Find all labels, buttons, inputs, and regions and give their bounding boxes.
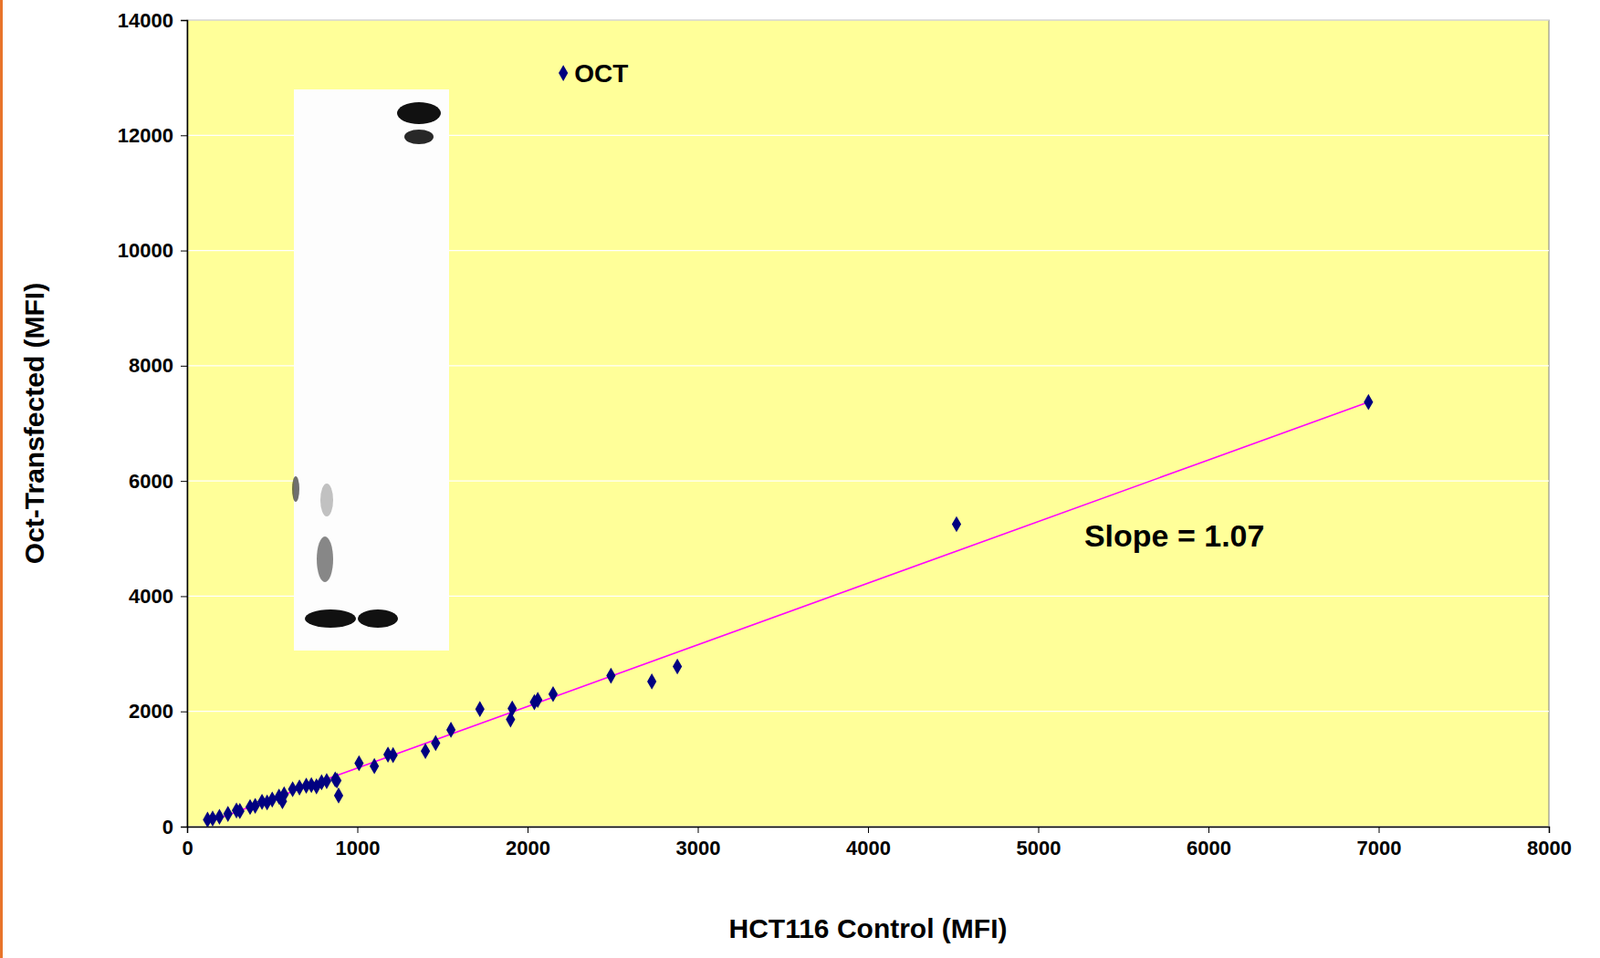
point	[475, 700, 485, 718]
tick: 7000	[1357, 826, 1402, 860]
plot: 0 1000 2000 3000 4000 5000 6000 7000 8000 0 2000 40…	[117, 9, 1572, 860]
tick: 4000	[846, 826, 891, 860]
tick-mark	[180, 20, 188, 21]
inset-background	[293, 89, 450, 651]
grid-line	[187, 19, 1549, 21]
tick-label: 4000	[846, 836, 891, 860]
point	[548, 686, 558, 703]
grid-line	[187, 711, 1549, 712]
inset-band	[316, 536, 334, 583]
point	[322, 773, 332, 790]
tick-mark	[1379, 826, 1381, 834]
point	[267, 791, 277, 808]
point	[332, 773, 342, 790]
tick: 8000	[128, 354, 188, 377]
axis-line	[180, 20, 189, 828]
point	[507, 700, 517, 718]
tick: 2000	[128, 700, 188, 723]
point	[354, 755, 364, 773]
grid	[187, 20, 1549, 827]
edge-bar	[0, 0, 3, 958]
point	[672, 658, 682, 676]
tick-mark	[1548, 826, 1550, 834]
tick: 6000	[1186, 826, 1232, 860]
tick-label: 3000	[676, 836, 722, 860]
plot-background	[187, 20, 1549, 827]
x-axis-title: HCT116 Control (MFI)	[729, 913, 1008, 944]
tick-mark	[180, 596, 188, 597]
y-axis-title: Oct-Transfected (MFI)	[19, 282, 50, 565]
annotation: Slope = 1.07	[1084, 518, 1266, 554]
tick-label: 4000	[128, 585, 174, 608]
tick: 12000	[117, 124, 188, 147]
point	[606, 668, 616, 685]
tick-mark	[180, 250, 188, 252]
tick: 5000	[1016, 826, 1062, 860]
point	[334, 787, 344, 805]
tick: 10000	[117, 239, 188, 262]
tick-mark	[527, 826, 529, 834]
tick: 2000	[505, 826, 551, 860]
tick-mark	[357, 826, 359, 834]
inset-band	[404, 129, 434, 145]
tick-mark	[180, 366, 188, 367]
tick-label: 8000	[1526, 836, 1572, 860]
tick-mark	[180, 711, 188, 713]
tick-mark	[1038, 826, 1040, 834]
axis-line	[188, 827, 1550, 835]
point	[558, 64, 568, 82]
point	[647, 673, 657, 691]
inset-band	[292, 476, 300, 502]
tick-label: 7000	[1357, 836, 1402, 860]
tick-label: 12000	[117, 124, 174, 147]
tick: 6000	[128, 470, 188, 493]
inset-band	[304, 609, 356, 628]
point	[388, 747, 398, 764]
inset-band	[357, 609, 398, 628]
inset-band	[320, 483, 334, 517]
tick-label: 8000	[128, 354, 174, 377]
x-axis: 0 1000 2000 3000 4000 5000 6000 7000 8000	[181, 826, 1572, 860]
tick-mark	[1208, 826, 1210, 834]
tick-label: 5000	[1016, 836, 1062, 860]
tick: 14000	[117, 9, 188, 32]
annotation: OCT	[574, 59, 628, 88]
tick: 3000	[676, 826, 722, 860]
point	[420, 742, 430, 760]
tick-mark	[180, 826, 188, 828]
tick-mark	[867, 826, 869, 834]
tick: 0	[162, 815, 188, 839]
y-axis: 0 2000 4000 6000 8000 10000 12000 14000	[117, 9, 189, 839]
point	[223, 805, 233, 823]
tick: 8000	[1526, 826, 1572, 860]
tick-mark	[180, 481, 188, 482]
tick-label: 0	[181, 836, 193, 860]
tick-label: 0	[162, 815, 174, 839]
point	[369, 758, 379, 775]
tick-label: 6000	[128, 470, 174, 493]
tick: 1000	[335, 826, 381, 860]
tick: 0	[181, 826, 193, 860]
tick-label: 14000	[117, 9, 174, 32]
point	[279, 786, 289, 804]
point	[533, 691, 543, 709]
tick: 4000	[128, 585, 188, 608]
inset-band	[397, 102, 441, 125]
marks	[202, 64, 1373, 827]
tick-label: 10000	[117, 239, 174, 262]
tick-label: 2000	[505, 836, 551, 860]
tick-label: 2000	[128, 700, 174, 723]
chart: 0 1000 2000 3000 4000 5000 6000 7000 8000 0 2000 40…	[0, 0, 1600, 958]
tick-mark	[180, 135, 188, 136]
point	[430, 735, 440, 753]
tick-label: 1000	[335, 836, 381, 860]
point	[214, 808, 224, 826]
point	[951, 516, 962, 534]
tick-mark	[698, 826, 700, 834]
point	[235, 803, 245, 820]
tick-label: 6000	[1186, 836, 1232, 860]
point	[1363, 394, 1373, 411]
inset-image	[292, 89, 450, 651]
point	[446, 721, 456, 739]
